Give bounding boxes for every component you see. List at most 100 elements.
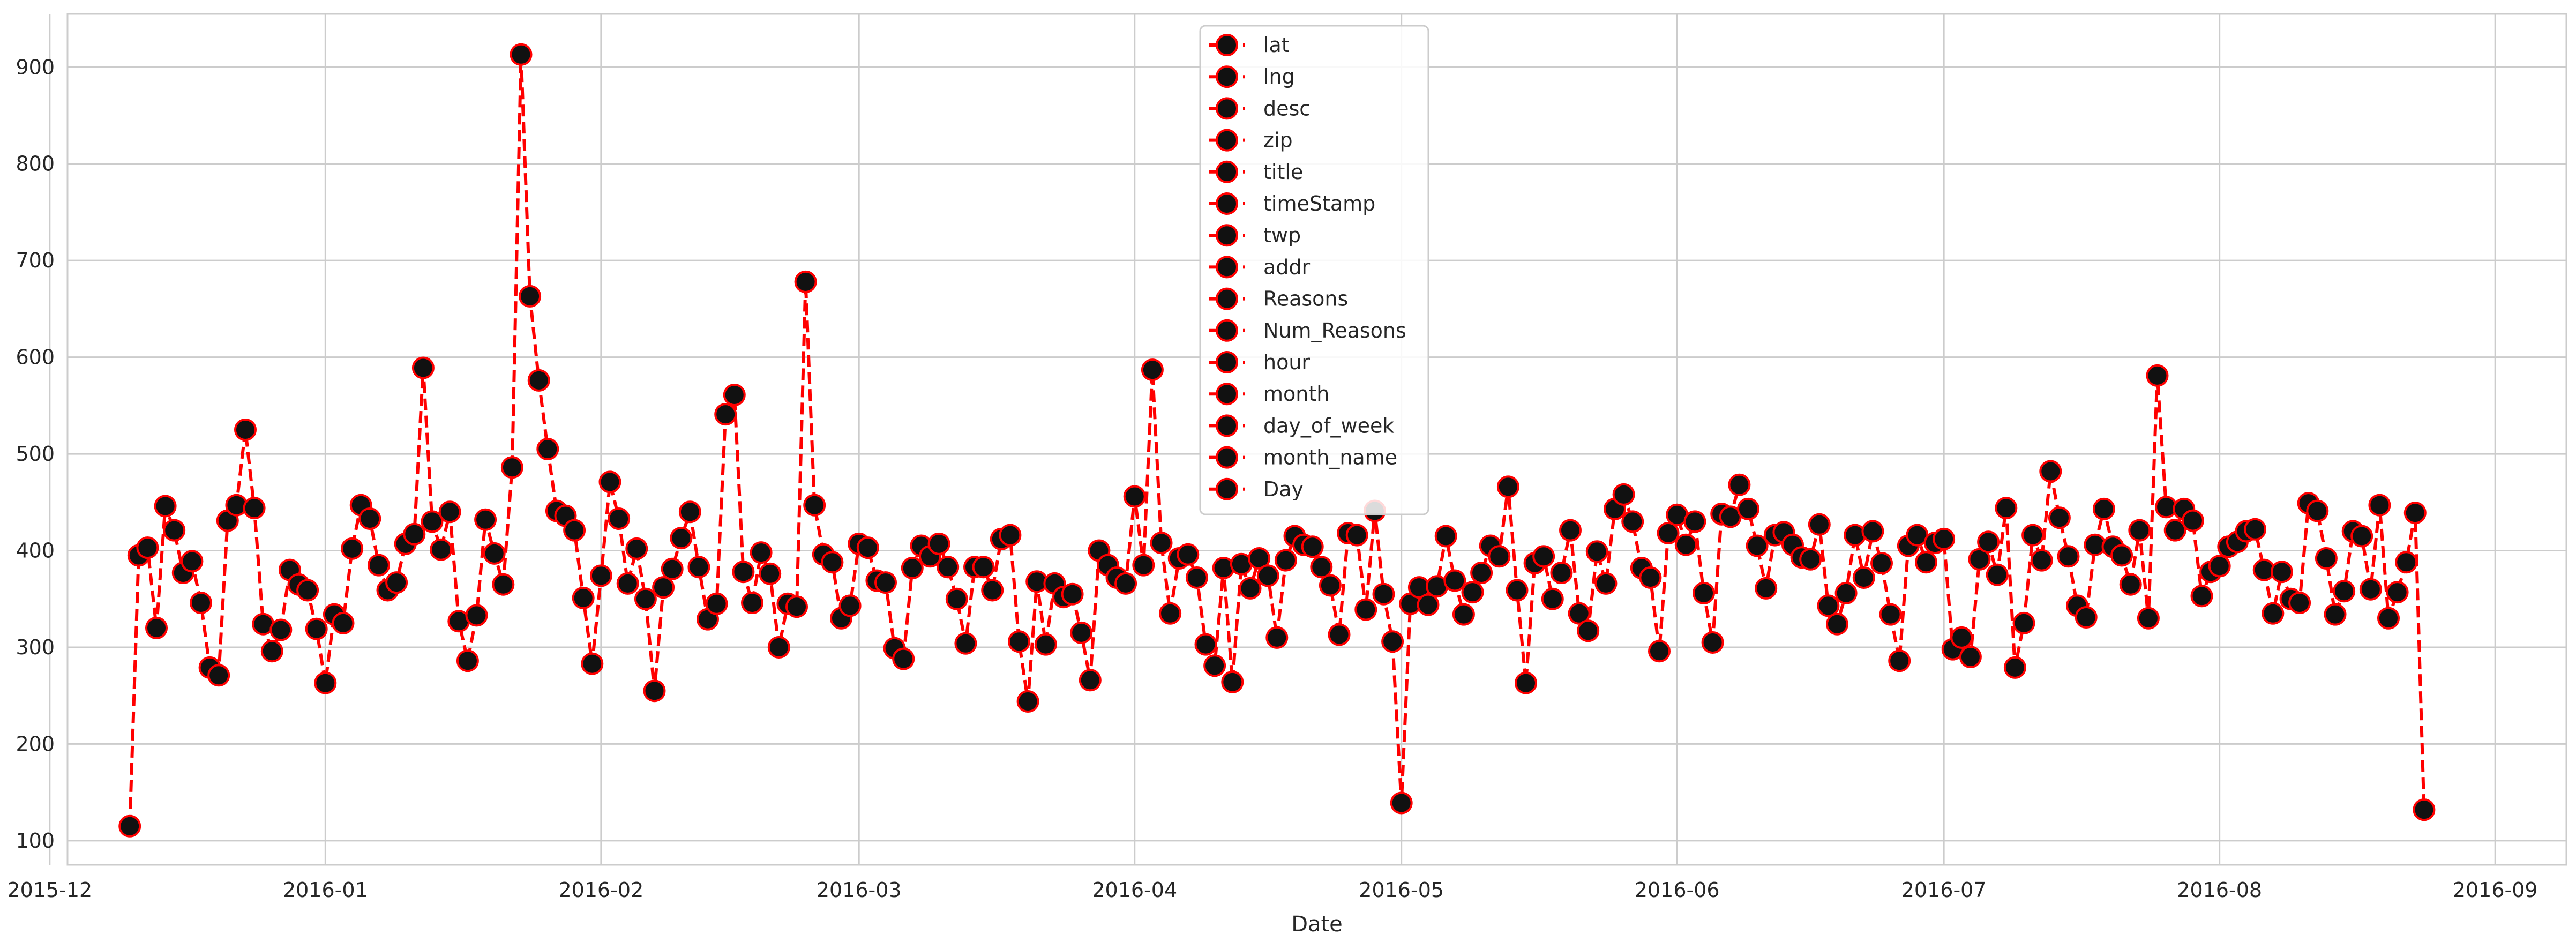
data-point xyxy=(1381,630,1404,653)
plot-frame xyxy=(66,13,2567,866)
y-tick-label: 100 xyxy=(16,829,55,853)
data-point xyxy=(536,438,559,460)
data-point xyxy=(2012,611,2035,634)
data-point xyxy=(1319,574,1342,597)
data-point xyxy=(163,519,186,542)
data-point xyxy=(2181,509,2204,532)
legend-label: Day xyxy=(1263,477,1304,501)
data-point xyxy=(421,510,444,533)
legend-label: zip xyxy=(1263,129,1293,152)
data-point xyxy=(190,592,212,614)
y-tick-label: 600 xyxy=(16,346,55,369)
legend-label: day_of_week xyxy=(1263,414,1394,437)
y-tick-label: 700 xyxy=(16,249,55,272)
data-point xyxy=(572,586,595,609)
data-point xyxy=(1328,623,1351,646)
legend-label: lat xyxy=(1263,33,1290,57)
data-point xyxy=(1728,473,1751,496)
data-point xyxy=(732,561,755,584)
legend-label: twp xyxy=(1263,223,1301,247)
y-tick-label: 300 xyxy=(16,636,55,659)
data-point xyxy=(2048,506,2071,529)
data-point xyxy=(2350,525,2373,548)
data-point xyxy=(367,554,390,577)
series-markers-layer xyxy=(118,43,2436,838)
data-point xyxy=(661,557,684,580)
data-point xyxy=(803,494,826,517)
data-point xyxy=(759,562,782,585)
data-point xyxy=(2039,460,2062,483)
data-point xyxy=(1879,603,1902,626)
y-tick-label: 400 xyxy=(16,539,55,563)
data-point xyxy=(1674,533,1697,556)
data-point xyxy=(874,571,897,594)
legend-marker-swatch xyxy=(1216,65,1238,88)
legend-label: Num_Reasons xyxy=(1263,319,1406,342)
data-point xyxy=(2377,607,2400,630)
data-point xyxy=(1496,475,1519,498)
data-point xyxy=(118,815,141,838)
data-point xyxy=(625,537,648,560)
data-point xyxy=(1959,646,1982,668)
data-point xyxy=(1950,626,1973,649)
x-tick-label: 2016-07 xyxy=(1901,878,1987,902)
data-point xyxy=(1746,534,1769,557)
data-point xyxy=(856,536,879,559)
data-point xyxy=(1657,522,1680,544)
data-point xyxy=(483,542,506,565)
data-point xyxy=(2395,551,2418,574)
data-point xyxy=(2324,603,2347,626)
data-point xyxy=(1150,532,1173,555)
plot-border xyxy=(66,13,2567,866)
data-point xyxy=(1648,640,1671,663)
data-point xyxy=(563,519,586,542)
data-point xyxy=(608,507,631,530)
data-point xyxy=(1506,579,1529,602)
data-point xyxy=(2128,519,2151,542)
data-point xyxy=(1550,562,1573,584)
x-tick-label: 2015-12 xyxy=(7,878,92,902)
data-point xyxy=(981,579,1004,602)
data-point xyxy=(616,572,639,595)
data-point xyxy=(136,536,159,559)
data-point xyxy=(1817,594,1840,617)
data-point xyxy=(1061,582,1084,606)
data-point xyxy=(358,507,381,530)
data-point xyxy=(510,43,533,66)
data-point xyxy=(1141,358,1164,382)
data-point xyxy=(2288,592,2311,614)
data-point xyxy=(1372,582,1395,606)
x-axis-ticks: 2015-12 2016-01 2016-02 2016-03 2016-04 2016-… xyxy=(7,878,2537,902)
data-point xyxy=(2092,497,2115,520)
data-point xyxy=(2110,544,2133,567)
data-point xyxy=(785,595,808,618)
data-point xyxy=(1310,556,1333,579)
data-point xyxy=(1417,593,1440,616)
data-point xyxy=(403,522,426,546)
data-point xyxy=(456,649,479,672)
data-point xyxy=(1639,566,1662,589)
data-point xyxy=(1799,548,1822,571)
data-point xyxy=(581,652,604,675)
y-tick-label: 200 xyxy=(16,732,55,756)
data-point xyxy=(243,497,266,520)
data-point xyxy=(1016,690,1039,713)
data-point xyxy=(234,419,257,441)
data-point xyxy=(154,495,177,518)
data-point xyxy=(999,524,1022,547)
data-point xyxy=(2359,578,2382,601)
data-point xyxy=(385,571,408,594)
data-point xyxy=(634,587,657,610)
x-tick-label: 2016-04 xyxy=(1092,878,1177,902)
data-point xyxy=(1737,497,1759,520)
data-point xyxy=(181,550,204,573)
data-point xyxy=(527,369,550,392)
data-point xyxy=(741,592,763,614)
x-tick-label: 2016-09 xyxy=(2453,878,2538,902)
data-point xyxy=(1123,485,1146,508)
data-point xyxy=(1434,525,1457,548)
data-point xyxy=(1345,524,1368,547)
data-point xyxy=(474,508,497,531)
data-point xyxy=(1585,540,1608,563)
data-point xyxy=(305,617,328,640)
